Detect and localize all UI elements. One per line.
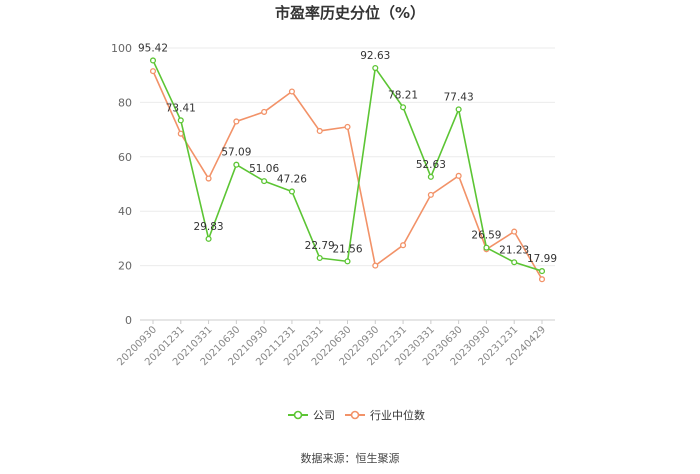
data-point (261, 108, 268, 115)
data-label: 47.26 (277, 173, 307, 185)
data-point (372, 262, 379, 269)
data-point (149, 57, 157, 64)
data-label: 57.09 (221, 147, 251, 159)
y-tick-label: 40 (118, 205, 132, 218)
data-point (233, 118, 240, 125)
data-point (511, 259, 518, 266)
data-label: 92.63 (360, 50, 390, 62)
data-label: 26.59 (471, 230, 501, 242)
data-point (455, 106, 462, 113)
y-tick-label: 0 (125, 314, 132, 327)
data-point (288, 188, 295, 195)
data-point (177, 130, 184, 137)
y-tick-label: 100 (111, 42, 132, 55)
data-label: 95.42 (138, 42, 168, 54)
data-label: 78.21 (388, 89, 418, 101)
legend-marker (293, 410, 303, 420)
data-point (400, 242, 407, 249)
data-point (427, 173, 434, 180)
legend-item-company[interactable]: 公司 (288, 409, 335, 422)
data-point (205, 175, 212, 182)
y-axis: 0 20 40 60 80 100 (111, 42, 132, 327)
data-label: 29.83 (194, 221, 224, 233)
data-point (455, 172, 462, 179)
legend-marker (350, 410, 360, 420)
legend-label: 公司 (313, 409, 335, 422)
data-label: 52.63 (416, 159, 446, 171)
data-point (316, 254, 323, 262)
x-axis: 2020093020201231202103312021063020210930… (115, 320, 548, 368)
data-point (538, 268, 546, 275)
grid (140, 47, 555, 321)
legend[interactable]: 公司 行业中位数 (288, 408, 425, 422)
data-label: 21.56 (332, 243, 362, 255)
data-point (483, 244, 490, 251)
series-layer (149, 57, 546, 283)
data-label: 17.99 (527, 253, 557, 265)
y-tick-label: 60 (118, 151, 132, 164)
data-point (288, 88, 295, 95)
data-label: 22.79 (305, 240, 335, 252)
data-point (538, 276, 546, 283)
data-point (511, 228, 518, 235)
y-tick-label: 80 (118, 96, 132, 109)
data-point (400, 104, 407, 111)
series-company (149, 57, 546, 275)
data-label: 77.43 (444, 91, 474, 103)
data-point (344, 258, 351, 265)
data-point (427, 191, 434, 198)
chart-title: 市盈率历史分位（%） (275, 4, 425, 22)
data-point (344, 123, 351, 130)
data-label: 21.23 (499, 244, 529, 256)
data-point (149, 68, 157, 75)
legend-label: 行业中位数 (370, 408, 425, 422)
source-note: 数据来源：恒生聚源 (301, 451, 400, 465)
data-point (316, 127, 323, 135)
legend-item-industry-median[interactable]: 行业中位数 (345, 408, 425, 422)
data-point (261, 178, 268, 185)
data-point (205, 235, 212, 242)
data-label: 51.06 (249, 163, 279, 175)
y-tick-label: 20 (118, 260, 132, 273)
data-point (233, 161, 240, 168)
data-point (372, 64, 379, 72)
data-label: 73.41 (166, 102, 196, 114)
data-point (177, 117, 184, 124)
